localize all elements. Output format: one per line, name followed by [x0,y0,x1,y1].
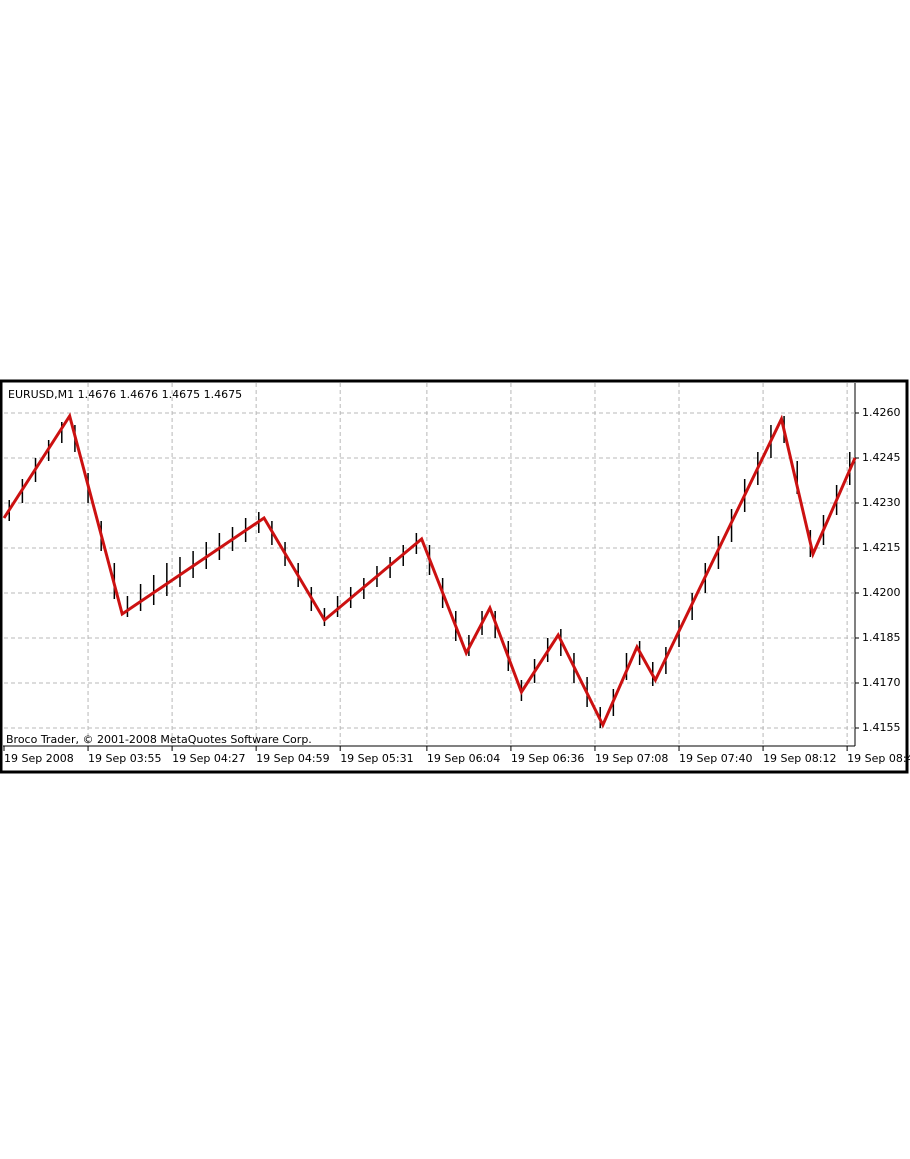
x-tick-label: 19 Sep 05:31 [340,752,413,765]
y-tick-label: 1.4185 [862,631,901,644]
x-tick-label: 19 Sep 08:12 [763,752,836,765]
zigzag-line [2,412,857,729]
grid: 1.4260 1.4245 1.4230 1.4215 1.4200 1.4185 1.41… [3,383,910,765]
copyright-annotation: Broco Trader, © 2001-2008 MetaQuotes Sof… [6,733,312,746]
y-tick-label: 1.4230 [862,496,901,509]
x-tick-label: 19 Sep 04:59 [256,752,329,765]
x-tick-label: 19 Sep 08:44 [847,752,910,765]
chart-header: EURUSD,M1 1.4676 1.4676 1.4675 1.4675 [8,388,242,401]
x-tick-label: 19 Sep 06:36 [511,752,584,765]
x-tick-label: 19 Sep 03:55 [88,752,161,765]
x-tick-label: 19 Sep 2008 [4,752,74,765]
y-tick-label: 1.4200 [862,586,901,599]
chart-frame [0,379,909,774]
y-tick-label: 1.4260 [862,406,901,419]
marks [2,412,857,729]
y-tick-label: 1.4245 [862,451,901,464]
x-tick-label: 19 Sep 07:08 [595,752,668,765]
y-tick-label: 1.4155 [862,721,901,734]
y-tick-label: 1.4170 [862,676,901,689]
x-tick-label: 19 Sep 06:04 [427,752,500,765]
x-tick-label: 19 Sep 04:27 [172,752,245,765]
x-tick-label: 19 Sep 07:40 [679,752,752,765]
y-tick-label: 1.4215 [862,541,901,554]
